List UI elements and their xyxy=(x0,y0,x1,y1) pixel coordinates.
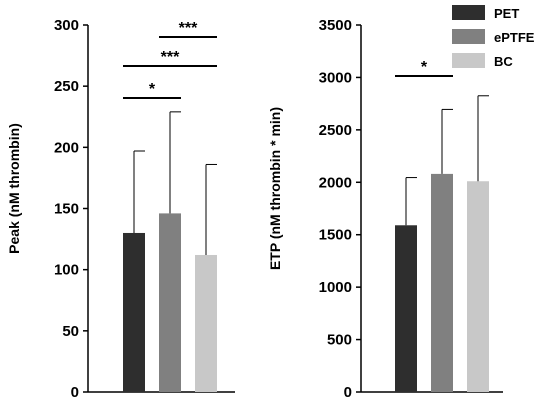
y-tick-label: 200 xyxy=(54,139,79,156)
y-tick-label: 3500 xyxy=(319,17,352,34)
y-tick-label: 1500 xyxy=(319,227,352,244)
y-tick-label: 0 xyxy=(71,384,79,401)
legend-label: PET xyxy=(494,6,519,21)
y-tick-label: 150 xyxy=(54,201,79,218)
bar-bc xyxy=(467,181,489,392)
y-tick-label: 50 xyxy=(62,323,79,340)
y-axis-title: ETP (nM thrombin * min) xyxy=(267,107,283,270)
y-tick-label: 300 xyxy=(54,17,79,34)
y-axis-title: Peak (nM thrombin) xyxy=(6,123,22,254)
legend-label: BC xyxy=(494,54,513,69)
y-tick-label: 3000 xyxy=(319,69,352,86)
y-tick-label: 2000 xyxy=(319,174,352,191)
bar-eptfe xyxy=(159,213,181,392)
legend-label: ePTFE xyxy=(494,30,535,45)
bar-bc xyxy=(195,254,217,392)
legend-swatch-pet xyxy=(452,5,485,20)
y-tick-label: 2500 xyxy=(319,122,352,139)
y-tick-label: 0 xyxy=(344,384,352,401)
bar-pet xyxy=(123,232,145,392)
y-tick-label: 250 xyxy=(54,78,79,95)
legend-swatch-eptfe xyxy=(452,29,485,44)
y-tick-label: 100 xyxy=(54,262,79,279)
bar-eptfe xyxy=(431,173,453,392)
etp-panel: 0 500 1000 1500 2000 2500 3000 3500 ETP (nM thro… xyxy=(267,17,503,401)
legend: PET ePTFE BC xyxy=(452,5,535,69)
significance-label: *** xyxy=(161,49,180,66)
significance-label: *** xyxy=(179,20,198,37)
significance-label: * xyxy=(421,59,428,76)
bar-pet xyxy=(395,225,417,392)
y-tick-label: 500 xyxy=(327,332,352,349)
significance-label: * xyxy=(149,81,156,98)
y-tick-label: 1000 xyxy=(319,279,352,296)
legend-swatch-bc xyxy=(452,53,485,68)
